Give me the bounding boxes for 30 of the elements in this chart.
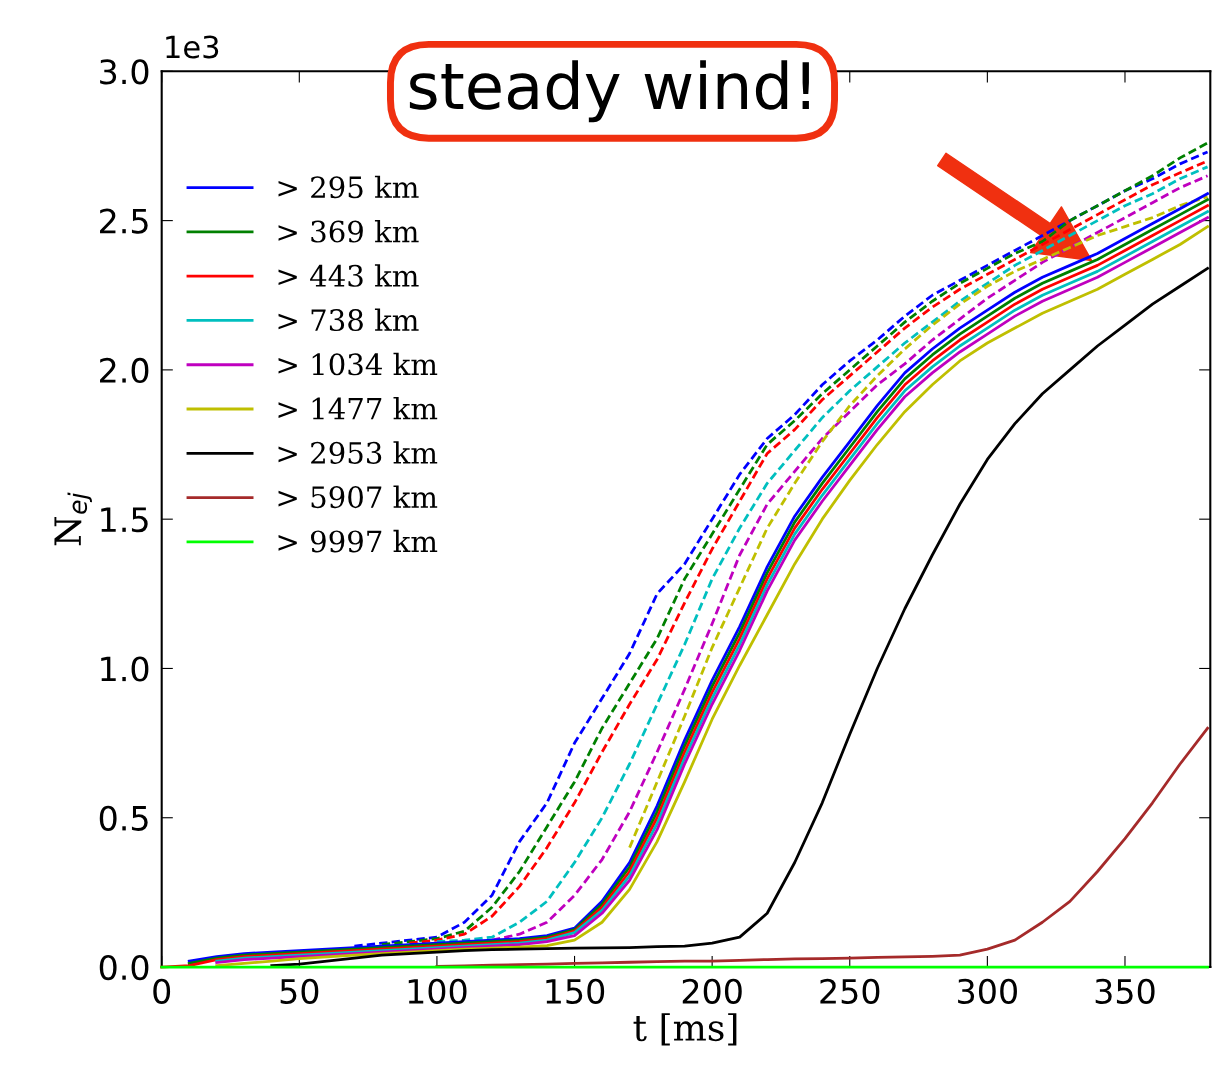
y-tick-label: 1.5 bbox=[101, 507, 148, 533]
y-tick-label: 1.0 bbox=[101, 656, 149, 682]
legend-label: > 369 km bbox=[278, 219, 419, 243]
legend-label: > 443 km bbox=[278, 264, 419, 287]
x-tick-label: 100 bbox=[408, 978, 467, 1004]
x-tick-label: 300 bbox=[958, 978, 1017, 1004]
y-tick-label: 2.5 bbox=[100, 208, 148, 234]
x-tick-label: 0 bbox=[153, 978, 171, 1004]
line-series bbox=[435, 726, 1209, 968]
y-axis-title: N$_{ej}$ bbox=[54, 492, 92, 546]
x-tick-label: 150 bbox=[546, 978, 605, 1004]
legend-label: > 9997 km bbox=[278, 529, 438, 553]
legend-label: > 1477 km bbox=[278, 397, 438, 420]
y-tick-label: 0.0 bbox=[99, 954, 149, 981]
x-axis-title: t [ms] bbox=[633, 1013, 737, 1046]
legend-label: > 5907 km bbox=[278, 485, 438, 509]
y-tick-label: 0.5 bbox=[99, 805, 148, 831]
legend-label: > 738 km bbox=[278, 308, 419, 332]
text: 1e3 bbox=[166, 35, 219, 59]
y-tick-label: 3.0 bbox=[100, 59, 149, 85]
y-tick-label: 2.0 bbox=[100, 357, 149, 384]
x-tick-label: 350 bbox=[1095, 978, 1155, 1004]
legend-label: > 1034 km bbox=[278, 352, 438, 376]
annotation: steady wind! bbox=[409, 60, 809, 123]
line-series bbox=[628, 195, 1209, 849]
legend-label: > 2953 km bbox=[278, 441, 438, 464]
x-tick-label: 250 bbox=[820, 978, 880, 1004]
x-tick-label: 200 bbox=[682, 978, 742, 1004]
x-tick-label: 50 bbox=[280, 978, 319, 1004]
legend-label: > 295 km bbox=[278, 175, 419, 199]
